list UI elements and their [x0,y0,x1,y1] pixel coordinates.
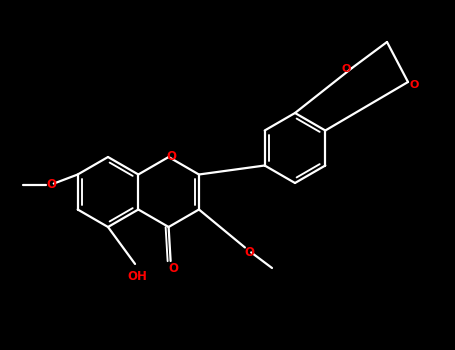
Text: O: O [244,246,254,259]
Text: O: O [46,178,56,191]
Text: O: O [410,80,419,90]
Text: O: O [341,64,351,74]
Text: O: O [169,262,179,275]
Text: O: O [167,149,177,162]
Text: OH: OH [127,270,147,282]
